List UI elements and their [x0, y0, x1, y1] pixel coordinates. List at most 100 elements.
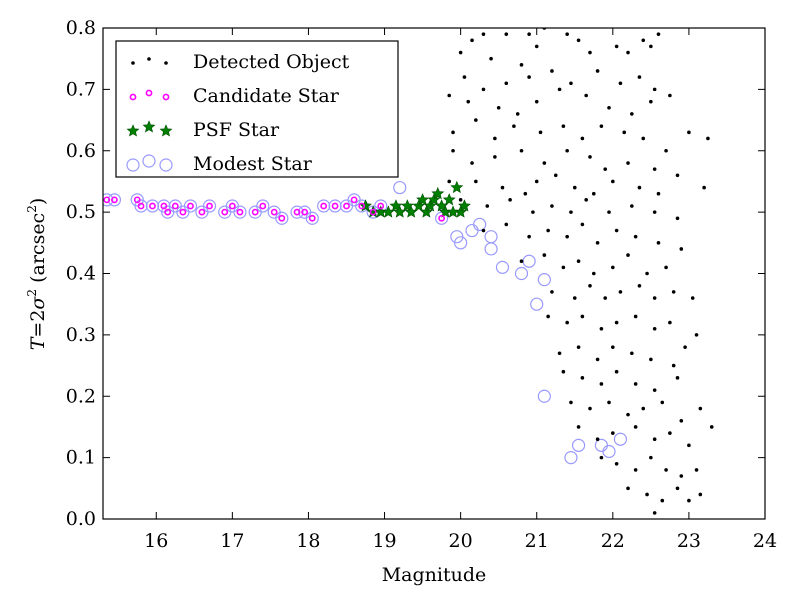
data-point	[694, 468, 699, 472]
data-point	[576, 345, 581, 349]
data-point	[500, 185, 505, 190]
data-point	[176, 205, 190, 219]
x-tick-label: 20	[449, 530, 473, 552]
data-point	[447, 179, 452, 184]
data-point	[702, 185, 706, 190]
data-point	[447, 93, 452, 98]
data-point	[664, 265, 668, 270]
legend-marker	[145, 89, 153, 97]
data-point	[576, 38, 581, 43]
data-point	[168, 199, 182, 213]
data-point	[561, 124, 566, 128]
data-point	[591, 191, 596, 196]
data-point	[145, 199, 160, 213]
legend-entry: PSF Star	[126, 119, 280, 141]
legend-marker	[131, 61, 135, 65]
data-point	[630, 204, 634, 208]
data-point	[652, 388, 657, 392]
data-point	[328, 199, 342, 213]
data-point	[431, 186, 445, 200]
data-point	[419, 205, 433, 218]
data-point	[293, 208, 301, 216]
data-point	[641, 136, 646, 141]
data-point	[687, 443, 691, 448]
data-point	[652, 296, 657, 300]
data-point	[565, 148, 569, 153]
data-point	[595, 357, 600, 362]
data-point	[652, 326, 657, 331]
legend-label: Candidate Star	[193, 85, 340, 107]
data-point	[523, 191, 528, 196]
data-point	[580, 376, 585, 380]
data-point	[107, 193, 122, 207]
data-point	[308, 214, 316, 222]
data-point	[465, 223, 479, 238]
data-point	[530, 297, 544, 311]
legend: Detected Object Candidate Star PSF Star Mod…	[115, 40, 399, 178]
data-point	[412, 199, 426, 212]
data-point	[259, 202, 267, 210]
data-point	[542, 253, 547, 257]
data-point	[462, 75, 467, 79]
x-tick-label: 19	[372, 530, 396, 552]
data-point	[481, 228, 486, 233]
data-point	[569, 81, 573, 86]
legend-marker	[126, 158, 140, 172]
series-modest-star	[103, 180, 628, 465]
data-point	[607, 210, 611, 214]
data-point	[350, 196, 358, 204]
data-point	[298, 205, 312, 219]
data-point	[534, 99, 539, 104]
data-point	[637, 75, 642, 79]
data-point	[557, 351, 562, 356]
data-point	[504, 81, 509, 86]
data-point	[641, 406, 646, 411]
data-point	[546, 228, 550, 233]
data-point	[633, 234, 638, 239]
data-point	[614, 228, 619, 233]
data-point	[599, 455, 604, 460]
data-point	[671, 363, 676, 368]
data-point	[603, 296, 608, 300]
data-point	[614, 44, 619, 49]
data-point	[542, 161, 547, 165]
data-point	[580, 222, 585, 227]
y-label-unit-sup: 2	[25, 205, 39, 213]
data-point	[458, 50, 463, 55]
data-point	[611, 345, 615, 349]
data-point	[618, 81, 623, 86]
data-point	[572, 185, 577, 190]
data-point	[652, 437, 657, 442]
data-point	[649, 44, 653, 49]
data-point	[607, 105, 611, 110]
data-point	[668, 320, 672, 325]
data-point	[427, 193, 441, 206]
x-tick-label: 23	[677, 530, 701, 552]
data-point	[595, 437, 600, 442]
data-point	[137, 202, 145, 210]
legend-marker	[126, 124, 140, 137]
data-point	[228, 202, 236, 210]
series-psf-star	[359, 180, 471, 218]
x-axis-label: Magnitude	[382, 564, 487, 586]
data-point	[611, 265, 615, 270]
data-point	[221, 208, 229, 216]
data-point	[446, 205, 460, 218]
data-point	[611, 179, 615, 184]
data-point	[645, 492, 649, 497]
legend-frame	[115, 40, 399, 178]
data-point	[458, 198, 463, 202]
legend-label: Detected Object	[193, 51, 350, 73]
data-point	[664, 468, 668, 472]
data-point	[679, 474, 684, 478]
data-point	[339, 199, 354, 213]
data-point	[599, 382, 604, 386]
data-point	[369, 208, 377, 216]
data-point	[538, 130, 543, 135]
data-point	[508, 198, 512, 202]
data-point	[504, 222, 509, 227]
data-point	[550, 69, 554, 73]
data-point	[485, 204, 490, 208]
data-point	[611, 431, 615, 435]
data-point	[561, 265, 566, 270]
